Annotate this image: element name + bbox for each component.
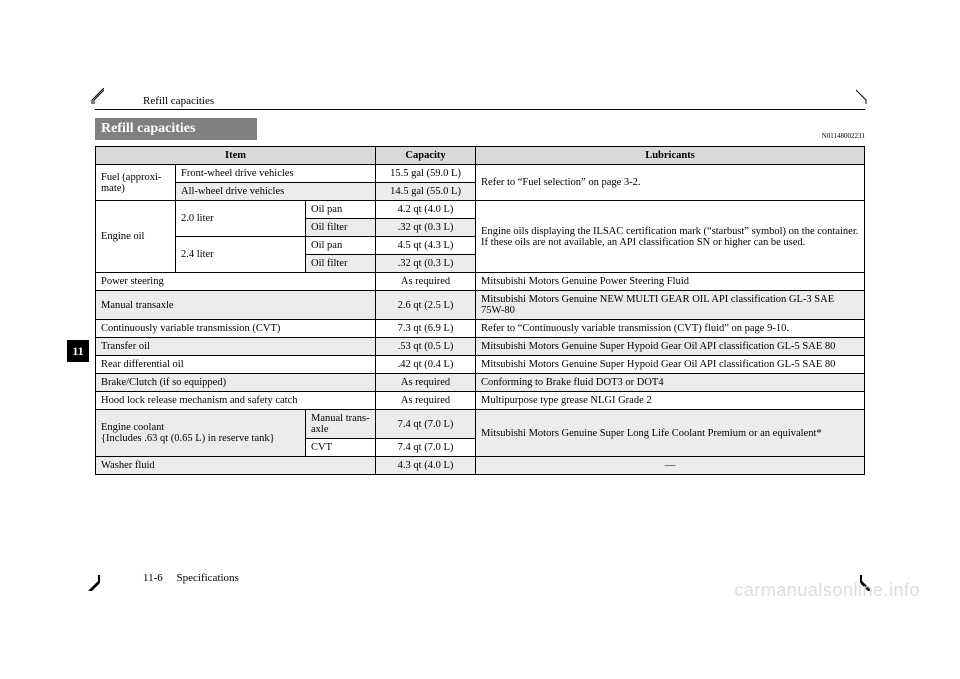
hood-lub: Multipurpose type grease NLGI Grade 2 — [476, 392, 865, 410]
transfer-lub: Mitsubishi Motors Genuine Super Hypoid G… — [476, 338, 865, 356]
hood-item: Hood lock release mechanism and safety c… — [96, 392, 376, 410]
coolant-label: Engine coolant {Includes .63 qt (0.65 L)… — [96, 410, 306, 457]
fuel-label: Fuel (approxi- mate) — [96, 165, 176, 201]
document-code: N01148002231 — [822, 132, 865, 140]
manual-transaxle-item: Manual transaxle — [96, 291, 376, 320]
engine-oil-20-filter-cap: .32 qt (0.3 L) — [376, 219, 476, 237]
brake-cap: As required — [376, 374, 476, 392]
power-steering-item: Power steering — [96, 273, 376, 291]
running-head: Refill capacities — [95, 95, 865, 107]
coolant-cvt-cap: 7.4 qt (7.0 L) — [376, 439, 476, 457]
hood-cap: As required — [376, 392, 476, 410]
watermark: carmanualsonline.info — [734, 580, 920, 601]
power-steering-lub: Mitsubishi Motors Genuine Power Steering… — [476, 273, 865, 291]
power-steering-cap: As required — [376, 273, 476, 291]
engine-oil-20-filter-label: Oil filter — [306, 219, 376, 237]
engine-oil-24-pan-label: Oil pan — [306, 237, 376, 255]
brake-item: Brake/Clutch (if so equipped) — [96, 374, 376, 392]
transfer-cap: .53 qt (0.5 L) — [376, 338, 476, 356]
fuel-fwd-label: Front-wheel drive vehicles — [176, 165, 376, 183]
header-lubricants: Lubricants — [476, 147, 865, 165]
washer-lub: — — [476, 457, 865, 475]
footer-section-name: Specifications — [177, 572, 239, 584]
page-content: 11 Refill capacities Refill capacities N… — [95, 95, 865, 584]
footer: 11-6 Specifications — [95, 572, 239, 584]
section-title: Refill capacities — [95, 118, 257, 140]
engine-oil-24-pan-cap: 4.5 qt (4.3 L) — [376, 237, 476, 255]
manual-transaxle-cap: 2.6 qt (2.5 L) — [376, 291, 476, 320]
engine-oil-20-pan-label: Oil pan — [306, 201, 376, 219]
rear-diff-item: Rear differential oil — [96, 356, 376, 374]
fuel-lub: Refer to “Fuel selection” on page 3-2. — [476, 165, 865, 201]
coolant-mt-label: Manual trans- axle — [306, 410, 376, 439]
fuel-awd-label: All-wheel drive vehicles — [176, 183, 376, 201]
header-item: Item — [96, 147, 376, 165]
coolant-cvt-label: CVT — [306, 439, 376, 457]
washer-cap: 4.3 qt (4.0 L) — [376, 457, 476, 475]
rear-diff-cap: .42 qt (0.4 L) — [376, 356, 476, 374]
cvt-lub: Refer to “Continuously variable transmis… — [476, 320, 865, 338]
washer-item: Washer fluid — [96, 457, 376, 475]
chapter-tab: 11 — [67, 340, 89, 362]
fuel-fwd-cap: 15.5 gal (59.0 L) — [376, 165, 476, 183]
fuel-awd-cap: 14.5 gal (55.0 L) — [376, 183, 476, 201]
header-rule — [95, 109, 865, 110]
header-capacity: Capacity — [376, 147, 476, 165]
engine-oil-24-filter-cap: .32 qt (0.3 L) — [376, 255, 476, 273]
engine-oil-24: 2.4 liter — [176, 237, 306, 273]
refill-table: Item Capacity Lubricants Fuel (approxi- … — [95, 146, 865, 475]
coolant-mt-cap: 7.4 qt (7.0 L) — [376, 410, 476, 439]
transfer-item: Transfer oil — [96, 338, 376, 356]
footer-page-number: 11-6 — [143, 572, 163, 584]
rear-diff-lub: Mitsubishi Motors Genuine Super Hypoid G… — [476, 356, 865, 374]
coolant-lub: Mitsubishi Motors Genuine Super Long Lif… — [476, 410, 865, 457]
cvt-item: Continuously variable transmission (CVT) — [96, 320, 376, 338]
engine-oil-label: Engine oil — [96, 201, 176, 273]
manual-transaxle-lub: Mitsubishi Motors Genuine NEW MULTI GEAR… — [476, 291, 865, 320]
engine-oil-20: 2.0 liter — [176, 201, 306, 237]
cvt-cap: 7.3 qt (6.9 L) — [376, 320, 476, 338]
engine-oil-24-filter-label: Oil filter — [306, 255, 376, 273]
brake-lub: Conforming to Brake fluid DOT3 or DOT4 — [476, 374, 865, 392]
engine-oil-lub: Engine oils displaying the ILSAC certifi… — [476, 201, 865, 273]
engine-oil-20-pan-cap: 4.2 qt (4.0 L) — [376, 201, 476, 219]
